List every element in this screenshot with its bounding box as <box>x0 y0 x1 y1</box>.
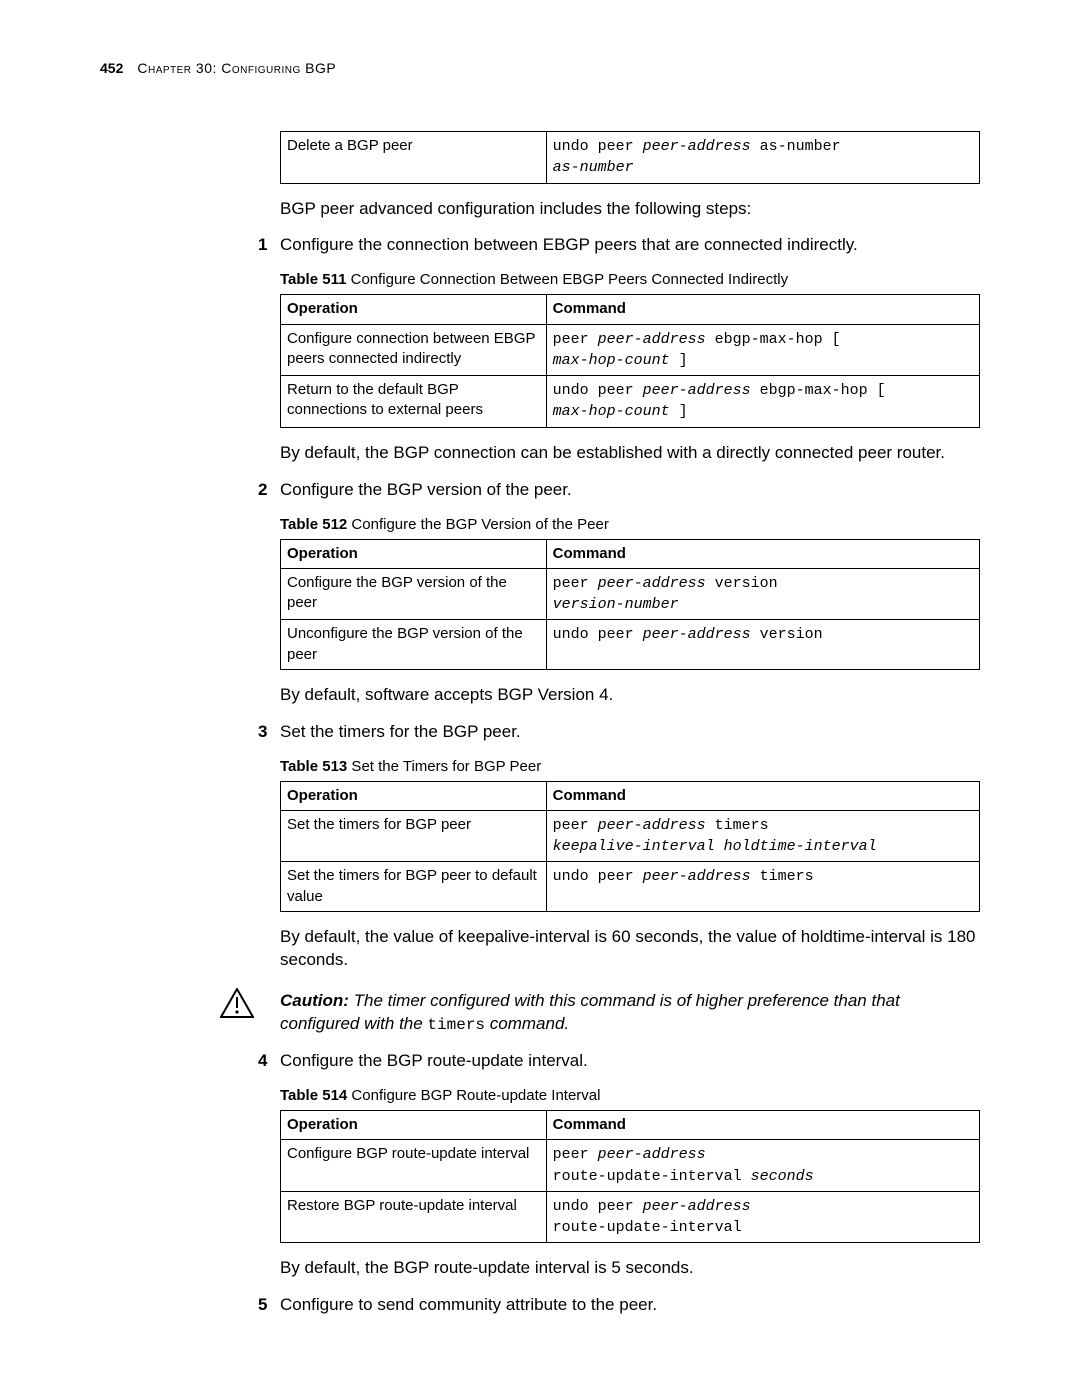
cell-command: undo peer peer-address version <box>546 620 979 670</box>
cell-operation: Set the timers for BGP peer <box>281 810 547 862</box>
page: 452 Chapter 30: Configuring BGP Delete a… <box>0 0 1080 1391</box>
step-2: 2 Configure the BGP version of the peer. <box>258 479 980 502</box>
step-4: 4 Configure the BGP route-update interva… <box>258 1050 980 1073</box>
header-command: Command <box>546 781 979 810</box>
step-number: 1 <box>258 234 267 257</box>
step-text: Set the timers for the BGP peer. <box>280 722 521 741</box>
cell-operation: Set the timers for BGP peer to default v… <box>281 862 547 912</box>
cell-operation: Delete a BGP peer <box>281 132 547 184</box>
step-text: Configure the BGP route-update interval. <box>280 1051 588 1070</box>
header-operation: Operation <box>281 295 547 324</box>
cell-command: undo peer peer-address ebgp-max-hop [ ma… <box>546 376 979 428</box>
table-512: Operation Command Configure the BGP vers… <box>280 539 980 670</box>
table-513-caption: Table 513 Set the Timers for BGP Peer <box>280 758 980 775</box>
header-command: Command <box>546 295 979 324</box>
table-row: Set the timers for BGP peer to default v… <box>281 862 980 912</box>
cell-command: peer peer-address route-update-interval … <box>546 1140 979 1192</box>
step-1-after: By default, the BGP connection can be es… <box>280 442 980 465</box>
cell-operation: Configure BGP route-update interval <box>281 1140 547 1192</box>
caution-text: Caution: The timer configured with this … <box>280 990 980 1037</box>
table-header-row: Operation Command <box>281 781 980 810</box>
step-number: 5 <box>258 1294 267 1317</box>
step-number: 2 <box>258 479 267 502</box>
table-511: Operation Command Configure connection b… <box>280 294 980 427</box>
table-row: Delete a BGP peer undo peer peer-address… <box>281 132 980 184</box>
step-3-after: By default, the value of keepalive-inter… <box>280 926 980 972</box>
table-header-row: Operation Command <box>281 539 980 568</box>
table-row: Configure the BGP version of the peer pe… <box>281 568 980 620</box>
step-3: 3 Set the timers for the BGP peer. <box>258 721 980 744</box>
header-operation: Operation <box>281 781 547 810</box>
step-5: 5 Configure to send community attribute … <box>258 1294 980 1317</box>
table-514: Operation Command Configure BGP route-up… <box>280 1110 980 1243</box>
header-operation: Operation <box>281 539 547 568</box>
step-text: Configure the BGP version of the peer. <box>280 480 572 499</box>
cell-command: peer peer-address timers keepalive-inter… <box>546 810 979 862</box>
page-number: 452 <box>100 60 123 76</box>
cell-operation: Restore BGP route-update interval <box>281 1191 547 1243</box>
header-operation: Operation <box>281 1111 547 1140</box>
page-header: 452 Chapter 30: Configuring BGP <box>100 60 980 76</box>
table-header-row: Operation Command <box>281 295 980 324</box>
table-511-caption: Table 511 Configure Connection Between E… <box>280 271 980 288</box>
table-row: Restore BGP route-update interval undo p… <box>281 1191 980 1243</box>
step-1: 1 Configure the connection between EBGP … <box>258 234 980 257</box>
cell-operation: Unconfigure the BGP version of the peer <box>281 620 547 670</box>
cell-operation: Configure the BGP version of the peer <box>281 568 547 620</box>
cell-command: peer peer-address version version-number <box>546 568 979 620</box>
content-area: Delete a BGP peer undo peer peer-address… <box>280 131 980 1317</box>
step-2-after: By default, software accepts BGP Version… <box>280 684 980 707</box>
step-text: Configure the connection between EBGP pe… <box>280 235 858 254</box>
table-row: Configure BGP route-update interval peer… <box>281 1140 980 1192</box>
table-header-row: Operation Command <box>281 1111 980 1140</box>
step-number: 3 <box>258 721 267 744</box>
table-row: Set the timers for BGP peer peer peer-ad… <box>281 810 980 862</box>
table-row: Configure connection between EBGP peers … <box>281 324 980 376</box>
table-row: Return to the default BGP connections to… <box>281 376 980 428</box>
chapter-title: Chapter 30: Configuring BGP <box>137 60 336 76</box>
header-command: Command <box>546 539 979 568</box>
cell-command: undo peer peer-address route-update-inte… <box>546 1191 979 1243</box>
caution-block: Caution: The timer configured with this … <box>280 990 980 1037</box>
header-command: Command <box>546 1111 979 1140</box>
step-number: 4 <box>258 1050 267 1073</box>
table-row: Unconfigure the BGP version of the peer … <box>281 620 980 670</box>
table-514-caption: Table 514 Configure BGP Route-update Int… <box>280 1087 980 1104</box>
table-512-caption: Table 512 Configure the BGP Version of t… <box>280 516 980 533</box>
cell-command: peer peer-address ebgp-max-hop [ max-hop… <box>546 324 979 376</box>
cell-operation: Return to the default BGP connections to… <box>281 376 547 428</box>
intro-text: BGP peer advanced configuration includes… <box>280 198 980 221</box>
step-4-after: By default, the BGP route-update interva… <box>280 1257 980 1280</box>
step-text: Configure to send community attribute to… <box>280 1295 657 1314</box>
cell-operation: Configure connection between EBGP peers … <box>281 324 547 376</box>
table-delete-peer: Delete a BGP peer undo peer peer-address… <box>280 131 980 184</box>
caution-icon <box>220 988 254 1023</box>
cell-command: undo peer peer-address timers <box>546 862 979 912</box>
table-513: Operation Command Set the timers for BGP… <box>280 781 980 912</box>
cell-command: undo peer peer-address as-number as-numb… <box>546 132 979 184</box>
